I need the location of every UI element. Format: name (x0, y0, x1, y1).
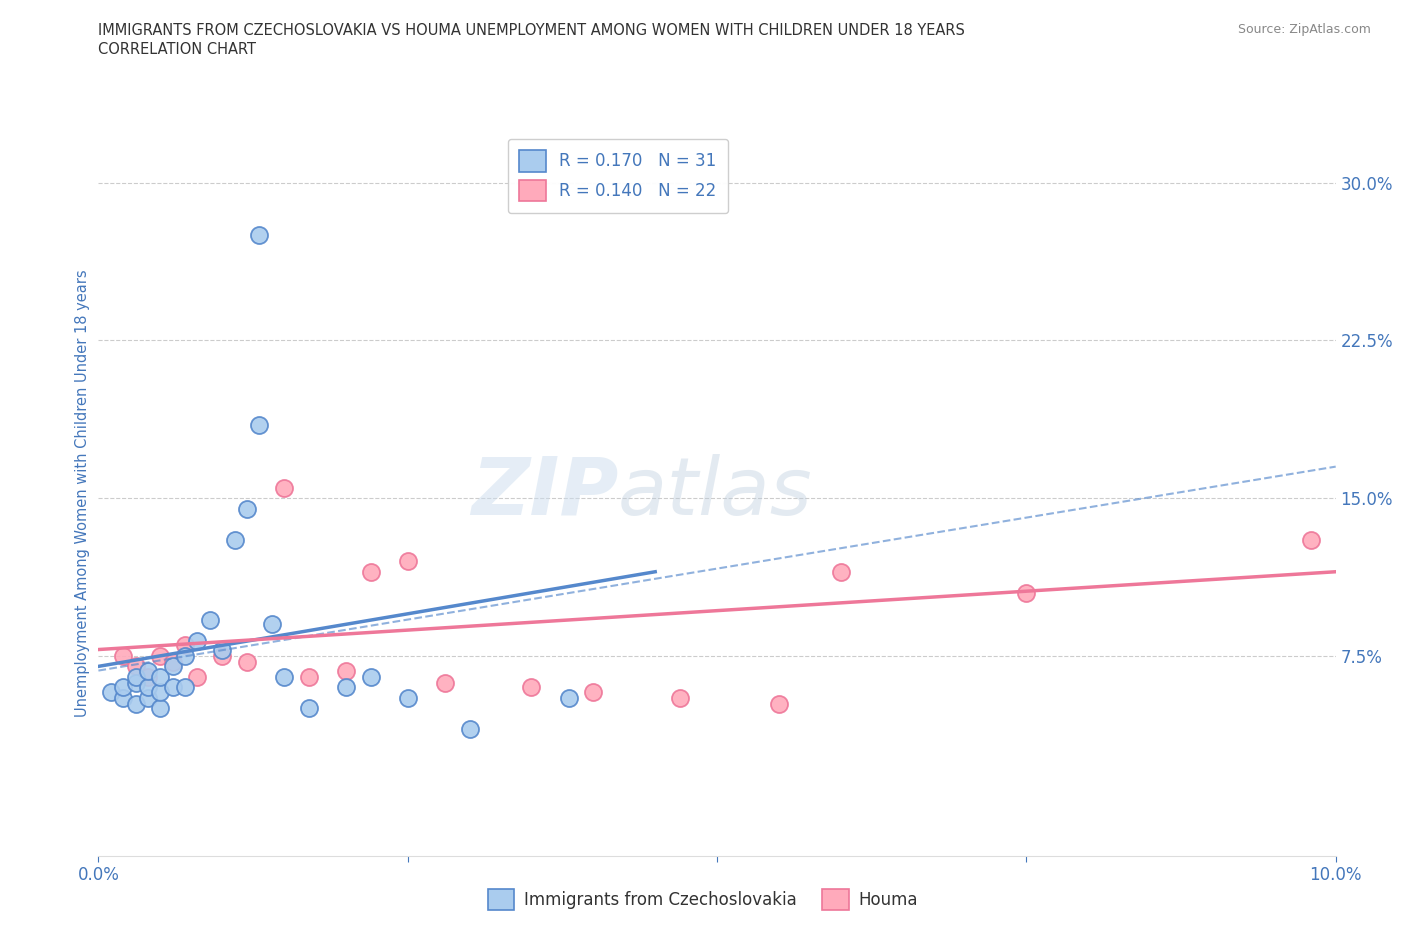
Point (335, 680, 357, 695)
Point (112, 680, 135, 695)
Text: IMMIGRANTS FROM CZECHOSLOVAKIA VS HOUMA UNEMPLOYMENT AMONG WOMEN WITH CHILDREN U: IMMIGRANTS FROM CZECHOSLOVAKIA VS HOUMA … (98, 23, 966, 38)
Point (162, 659, 184, 674)
Point (260, 617, 283, 631)
Text: atlas: atlas (619, 454, 813, 532)
Point (582, 684, 605, 699)
Point (360, 565, 382, 579)
Point (557, 690, 579, 705)
Point (433, 676, 456, 691)
Point (236, 501, 259, 516)
Point (186, 670, 208, 684)
Text: Source: ZipAtlas.com: Source: ZipAtlas.com (1237, 23, 1371, 36)
Point (149, 684, 172, 699)
Point (124, 676, 146, 691)
Point (768, 697, 790, 711)
Point (247, 228, 270, 243)
Point (273, 670, 295, 684)
Point (273, 480, 295, 495)
Point (224, 533, 246, 548)
Point (136, 663, 159, 678)
Point (360, 670, 382, 684)
Point (174, 680, 197, 695)
Point (136, 690, 159, 705)
Point (198, 613, 221, 628)
Point (396, 553, 419, 568)
Y-axis label: Unemployment Among Women with Children Under 18 years: Unemployment Among Women with Children U… (75, 269, 90, 717)
Point (149, 670, 172, 684)
Point (162, 680, 184, 695)
Point (211, 648, 233, 663)
Text: CORRELATION CHART: CORRELATION CHART (98, 42, 256, 57)
Point (186, 633, 208, 648)
Point (162, 655, 184, 670)
Point (174, 648, 197, 663)
Point (830, 565, 852, 579)
Point (396, 690, 419, 705)
Point (136, 680, 159, 695)
Point (100, 684, 122, 699)
Point (335, 663, 357, 678)
Point (149, 701, 172, 716)
Point (112, 648, 135, 663)
Point (136, 670, 159, 684)
Point (124, 697, 146, 711)
Point (298, 701, 321, 716)
Point (669, 690, 692, 705)
Point (149, 648, 172, 663)
Point (124, 670, 146, 684)
Text: ZIP: ZIP (471, 454, 619, 532)
Point (298, 670, 321, 684)
Point (112, 690, 135, 705)
Point (174, 638, 197, 653)
Point (247, 418, 270, 432)
Point (1299, 533, 1322, 548)
Point (211, 642, 233, 657)
Legend: R = 0.170   N = 31, R = 0.140   N = 22: R = 0.170 N = 31, R = 0.140 N = 22 (508, 139, 728, 213)
Point (124, 659, 146, 674)
Point (1015, 585, 1038, 600)
Point (520, 680, 543, 695)
Point (236, 655, 259, 670)
Legend: Immigrants from Czechoslovakia, Houma: Immigrants from Czechoslovakia, Houma (481, 883, 925, 917)
Point (458, 722, 481, 737)
